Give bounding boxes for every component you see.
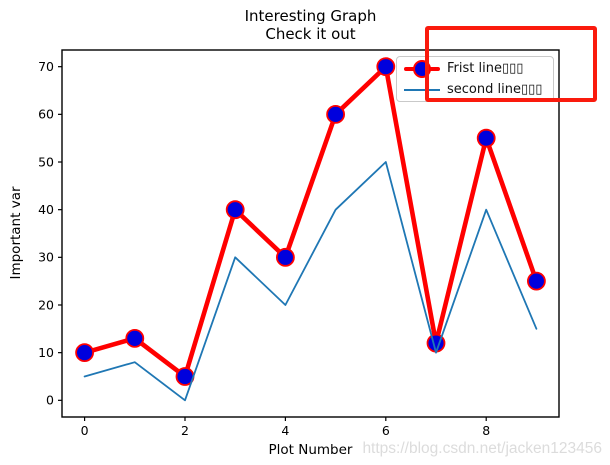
data-point-marker xyxy=(225,200,245,220)
blue-line-icon xyxy=(404,81,440,99)
chart-title-line1: Interesting Graph xyxy=(244,7,377,25)
y-tick-label: 30 xyxy=(38,250,54,265)
series-line-1 xyxy=(83,161,538,402)
y-axis-label: Important var xyxy=(8,186,24,280)
x-tick-label: 0 xyxy=(81,423,89,438)
y-tick-label: 10 xyxy=(38,345,54,360)
y-tick-label: 70 xyxy=(38,59,54,74)
legend: Frist line▯▯▯ second line▯▯▯ xyxy=(396,56,554,102)
data-point-marker xyxy=(125,328,145,348)
x-tick-label: 2 xyxy=(181,423,189,438)
data-point-marker xyxy=(75,343,94,363)
y-tick-label: 20 xyxy=(38,297,54,312)
x-tick-label: 4 xyxy=(281,423,289,438)
y-tick-label: 50 xyxy=(38,154,54,169)
x-axis-label: Plot Number xyxy=(268,442,353,458)
y-tick-label: 0 xyxy=(46,393,54,408)
legend-label-second-line: second line▯▯▯ xyxy=(447,82,543,97)
data-point-marker xyxy=(527,271,546,291)
x-tick-label: 8 xyxy=(482,423,490,438)
legend-entry-second-line: second line▯▯▯ xyxy=(404,81,547,99)
series-line-0 xyxy=(82,64,539,379)
data-point-marker xyxy=(275,247,295,267)
data-point-marker xyxy=(376,57,396,77)
data-point-marker xyxy=(326,104,346,124)
axes-frame xyxy=(61,49,560,418)
chart-title-line2: Check it out xyxy=(265,25,356,43)
red-highlight-rectangle xyxy=(425,26,597,102)
chart-title: Interesting Graph Check it out xyxy=(62,7,559,43)
y-tick-label: 60 xyxy=(38,107,54,122)
y-tick-label: 40 xyxy=(38,202,54,217)
watermark-url: https://blog.csdn.net/jacken123456 xyxy=(362,440,602,457)
data-point-marker xyxy=(476,128,496,148)
legend-label-first-line: Frist line▯▯▯ xyxy=(447,61,524,76)
x-tick-label: 6 xyxy=(382,423,390,438)
